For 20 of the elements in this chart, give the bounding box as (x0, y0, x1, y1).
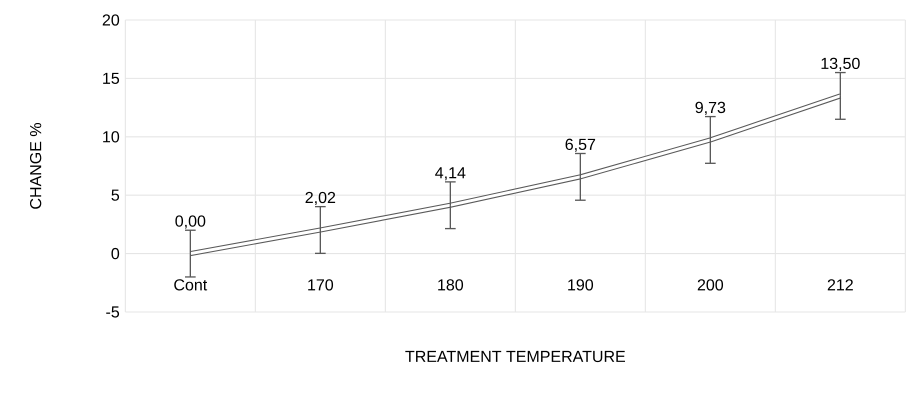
y-tick-label: 15 (103, 72, 120, 84)
x-tick-label: 170 (308, 279, 334, 291)
data-label: 0,00 (175, 216, 206, 229)
y-tick-label: 10 (103, 131, 120, 143)
data-label: 13,50 (822, 58, 860, 72)
data-label: 2,02 (306, 192, 336, 206)
x-tick-label: 212 (828, 279, 853, 291)
x-axis-title: TREATMENT TEMPERATURE (405, 351, 626, 362)
x-tick-label: 200 (698, 279, 724, 291)
y-tick-label: -5 (106, 306, 120, 318)
y-tick-label: 0 (111, 248, 120, 260)
data-label: 9,73 (696, 102, 726, 116)
x-tick-label: 180 (438, 279, 464, 291)
data-label: 6,57 (566, 138, 596, 152)
x-tick-label: 190 (568, 279, 594, 291)
y-axis-title: CHANGE % (30, 123, 42, 209)
y-tick-label: 5 (111, 190, 120, 201)
y-tick-label: 20 (102, 14, 120, 26)
x-tick-label: Cont (174, 279, 208, 291)
data-label: 4,14 (435, 167, 466, 180)
